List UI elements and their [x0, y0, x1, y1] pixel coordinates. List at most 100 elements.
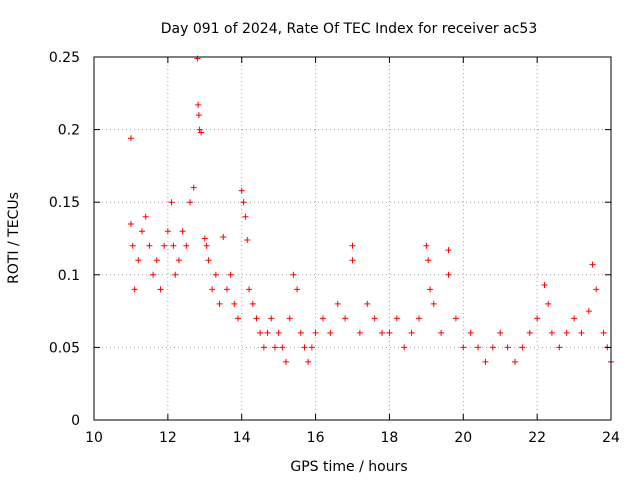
data-point: [297, 329, 304, 336]
data-point: [275, 329, 282, 336]
data-point: [172, 271, 179, 278]
data-point: [467, 329, 474, 336]
data-point: [475, 344, 482, 351]
data-point: [231, 300, 238, 307]
data-point: [578, 329, 585, 336]
data-point: [593, 286, 600, 293]
data-point: [445, 247, 452, 254]
data-point: [349, 242, 356, 249]
data-point: [283, 358, 290, 365]
data-point: [203, 242, 210, 249]
data-point: [164, 228, 171, 235]
x-tick-label: 22: [528, 430, 546, 446]
data-point: [257, 329, 264, 336]
data-point: [319, 315, 326, 322]
data-point: [342, 315, 349, 322]
data-point: [279, 344, 286, 351]
data-point: [438, 329, 445, 336]
data-point: [497, 329, 504, 336]
x-tick-label: 12: [159, 430, 177, 446]
data-point: [349, 257, 356, 264]
data-point: [249, 300, 256, 307]
data-point: [195, 112, 202, 119]
data-point: [146, 242, 153, 249]
data-point: [175, 257, 182, 264]
data-point: [240, 199, 247, 206]
data-point: [534, 315, 541, 322]
data-point: [260, 344, 267, 351]
data-points: [127, 55, 614, 365]
data-point: [220, 234, 227, 241]
data-point: [242, 213, 249, 220]
data-point: [142, 213, 149, 220]
data-point: [371, 315, 378, 322]
x-tick-label: 24: [602, 430, 620, 446]
data-point: [415, 315, 422, 322]
data-point: [482, 358, 489, 365]
data-point: [294, 286, 301, 293]
data-point: [356, 329, 363, 336]
data-point: [201, 235, 208, 242]
data-point: [526, 329, 533, 336]
data-point: [227, 271, 234, 278]
data-point: [408, 329, 415, 336]
data-point: [268, 315, 275, 322]
data-point: [589, 261, 596, 268]
data-point: [198, 129, 205, 136]
data-point: [511, 358, 518, 365]
data-point: [327, 329, 334, 336]
x-tick-label: 10: [85, 430, 103, 446]
data-point: [545, 300, 552, 307]
chart-title: Day 091 of 2024, Rate Of TEC Index for r…: [161, 21, 537, 37]
data-point: [308, 344, 315, 351]
data-point: [563, 329, 570, 336]
data-point: [235, 315, 242, 322]
data-point: [452, 315, 459, 322]
y-tick-label: 0.1: [58, 268, 80, 284]
x-tick-label: 14: [233, 430, 251, 446]
data-point: [246, 286, 253, 293]
data-point: [131, 286, 138, 293]
data-point: [286, 315, 293, 322]
data-point: [150, 271, 157, 278]
data-point: [427, 286, 434, 293]
data-point: [196, 126, 203, 133]
data-point: [334, 300, 341, 307]
data-point: [168, 199, 175, 206]
data-point: [179, 228, 186, 235]
y-tick-label: 0.25: [49, 50, 80, 66]
data-point: [301, 344, 308, 351]
data-point: [153, 257, 160, 264]
data-point: [571, 315, 578, 322]
data-point: [129, 242, 136, 249]
data-point: [445, 271, 452, 278]
data-point: [244, 236, 251, 243]
data-point: [170, 242, 177, 249]
x-tick-label: 18: [381, 430, 399, 446]
y-tick-label: 0.05: [49, 340, 80, 356]
data-point: [209, 286, 216, 293]
y-tick-label: 0.15: [49, 195, 80, 211]
y-tick-label: 0.2: [58, 123, 80, 139]
data-point: [212, 271, 219, 278]
data-point: [312, 329, 319, 336]
data-point: [183, 242, 190, 249]
data-point: [157, 286, 164, 293]
axis-ticks: 10 12 14 16 18 20 22 24 0 0.05 0.1 0.15 0.2 0.25: [49, 50, 620, 446]
data-point: [393, 315, 400, 322]
data-point: [205, 257, 212, 264]
data-point: [379, 329, 386, 336]
data-point: [290, 271, 297, 278]
data-point: [425, 257, 432, 264]
data-point: [460, 344, 467, 351]
data-point: [127, 220, 134, 227]
data-point: [305, 358, 312, 365]
data-point: [519, 344, 526, 351]
data-point: [423, 242, 430, 249]
data-point: [600, 329, 607, 336]
data-point: [127, 135, 134, 142]
data-point: [541, 281, 548, 288]
data-point: [253, 315, 260, 322]
data-point: [238, 187, 245, 194]
x-axis-label: GPS time / hours: [290, 459, 407, 475]
